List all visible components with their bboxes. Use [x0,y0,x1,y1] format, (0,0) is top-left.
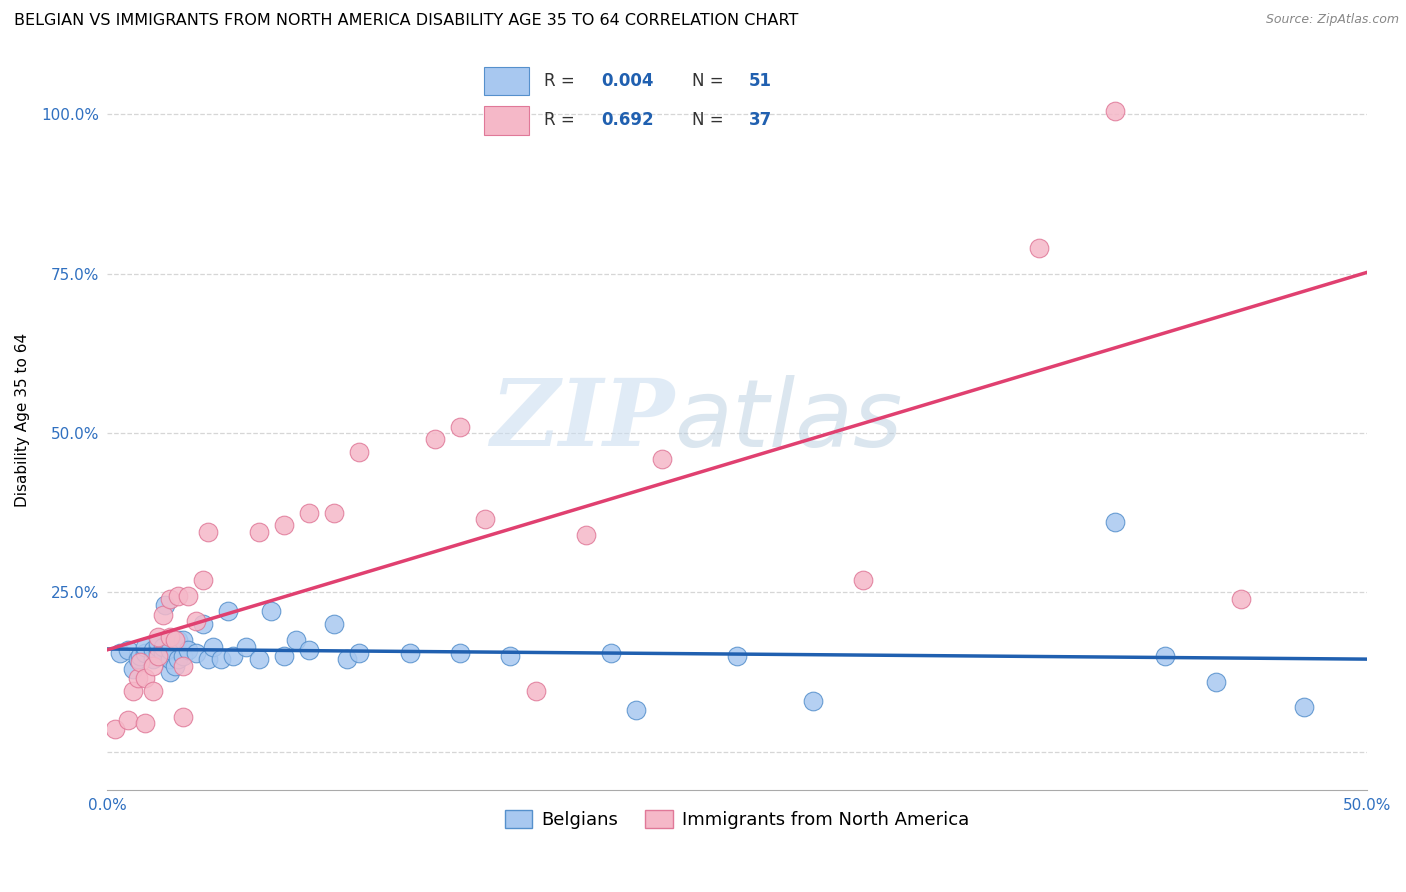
Text: atlas: atlas [673,375,903,466]
Point [600,646,623,660]
Point [159,591,181,606]
Point [167,589,190,603]
Point [117,713,139,727]
Point [177,589,200,603]
Point [398,646,420,660]
Point [235,640,257,654]
Point [1028,241,1050,255]
Point [167,652,190,666]
Point [524,684,547,698]
Point [191,617,214,632]
Point [247,524,270,539]
Point [260,605,283,619]
Point [155,598,177,612]
Point [127,652,149,666]
Y-axis label: Disability Age 35 to 64: Disability Age 35 to 64 [15,334,30,508]
Point [1292,700,1315,714]
Point [191,573,214,587]
Point [217,605,239,619]
Point [449,419,471,434]
Point [1230,591,1253,606]
Point [285,633,308,648]
Point [127,672,149,686]
Point [165,658,187,673]
Point [172,709,194,723]
Point [159,630,181,644]
Point [159,652,181,666]
Point [651,451,673,466]
Point [159,665,181,679]
Point [146,649,169,664]
Point [725,649,748,664]
Point [247,652,270,666]
Point [184,646,207,660]
Legend: Belgians, Immigrants from North America: Belgians, Immigrants from North America [498,803,976,837]
Point [172,658,194,673]
Point [273,518,295,533]
Point [626,703,648,717]
Point [1104,104,1126,119]
Point [1205,674,1227,689]
Point [134,672,156,686]
Point [134,640,156,654]
Point [852,573,875,587]
Point [575,528,598,542]
Point [449,646,471,660]
Point [349,646,371,660]
Point [323,506,346,520]
Point [134,646,156,660]
Point [165,633,187,648]
Text: ZIP: ZIP [489,376,673,466]
Point [474,512,496,526]
Point [197,524,219,539]
Point [117,642,139,657]
Point [172,633,194,648]
Point [423,433,446,447]
Point [142,658,165,673]
Point [298,642,321,657]
Point [336,652,359,666]
Point [801,694,824,708]
Point [129,649,152,664]
Point [499,649,522,664]
Point [349,445,371,459]
Point [146,646,169,660]
Point [134,716,156,731]
Point [1104,515,1126,529]
Point [142,652,165,666]
Point [129,656,152,670]
Point [323,617,346,632]
Point [202,640,225,654]
Point [142,684,165,698]
Point [152,646,174,660]
Point [167,633,190,648]
Point [273,649,295,664]
Point [152,607,174,622]
Point [121,662,143,676]
Point [209,652,232,666]
Point [146,630,169,644]
Point [108,646,131,660]
Text: Source: ZipAtlas.com: Source: ZipAtlas.com [1265,13,1399,27]
Point [121,684,143,698]
Point [159,642,181,657]
Point [184,614,207,628]
Point [1154,649,1177,664]
Point [298,506,321,520]
Point [197,652,219,666]
Point [146,636,169,650]
Point [142,642,165,657]
Point [104,723,127,737]
Point [177,642,200,657]
Point [222,649,245,664]
Point [146,640,169,654]
Point [152,640,174,654]
Point [172,649,194,664]
Text: BELGIAN VS IMMIGRANTS FROM NORTH AMERICA DISABILITY AGE 35 TO 64 CORRELATION CHA: BELGIAN VS IMMIGRANTS FROM NORTH AMERICA… [14,13,799,29]
